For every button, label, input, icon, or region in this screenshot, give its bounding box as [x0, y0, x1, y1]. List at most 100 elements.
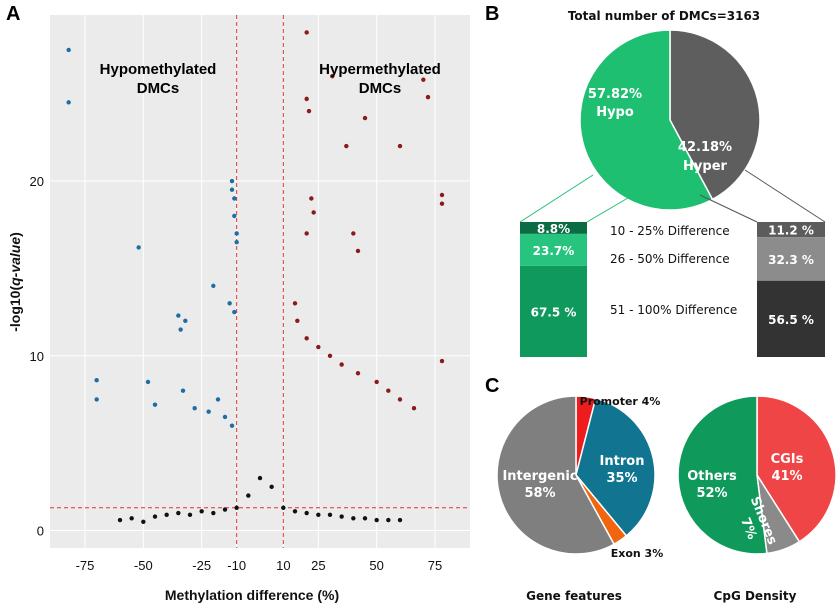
data-point: [351, 231, 356, 236]
data-point: [304, 96, 309, 102]
data-point: [374, 379, 379, 385]
data-point: [234, 239, 239, 245]
data-point: [66, 100, 71, 105]
others-name: Others: [687, 469, 737, 484]
data-point: [222, 507, 228, 512]
data-point: [316, 344, 321, 350]
x-tick-label: -25: [192, 558, 211, 573]
hyper-name: Hyper: [683, 159, 727, 174]
data-point: [344, 143, 349, 149]
data-points: [66, 30, 445, 524]
diff-label-10-25: 10 - 25% Difference: [610, 224, 730, 238]
data-point: [362, 516, 368, 521]
panel-b-title: Total number of DMCs=3163: [568, 9, 760, 23]
stack-segment: [520, 265, 587, 357]
data-point: [178, 327, 183, 332]
data-point: [355, 248, 361, 254]
data-point: [145, 379, 151, 385]
data-point: [304, 510, 309, 516]
data-point: [439, 201, 445, 206]
intergenic-name: Intergenic: [502, 469, 577, 484]
data-point: [222, 414, 228, 420]
data-point: [374, 517, 379, 523]
stack-segment: [757, 237, 825, 281]
data-point: [351, 516, 356, 521]
stack-segment-label: 67.5 %: [531, 305, 577, 319]
stack-segment: [757, 280, 825, 357]
intergenic-percent: 58%: [524, 486, 555, 501]
data-point: [397, 397, 403, 402]
y-axis-title-suffix: ): [7, 232, 23, 237]
threshold-lines: [50, 15, 470, 548]
stack-segment: [757, 222, 825, 238]
gene-features-caption: Gene features: [526, 589, 622, 603]
data-point: [183, 318, 188, 324]
data-point: [316, 512, 321, 517]
data-point: [234, 505, 239, 511]
data-point: [281, 505, 286, 511]
data-point: [257, 475, 263, 481]
connector-hyper-left: [699, 194, 758, 223]
annotation-hyper-line2: DMCs: [359, 80, 402, 97]
data-point: [232, 196, 237, 201]
exon-label: Exon 3%: [611, 547, 664, 560]
panel-label-b: B: [485, 3, 499, 25]
volcano-plot: -75 -50 -25 -10 10 25 50 75 0 10 20 Hypomethylate…: [7, 15, 470, 603]
pie-slice-intergenic: [496, 395, 616, 555]
data-point: [421, 77, 426, 82]
y-axis-title-prefix: -log10(: [7, 286, 23, 332]
x-tick-labels: -75 -50 -25 -10 10 25 50 75: [76, 558, 443, 573]
stack-segment-label: 23.7%: [533, 244, 575, 258]
data-point: [206, 409, 211, 414]
pie-slice-others: [677, 395, 768, 555]
connector-hyper-right: [744, 169, 826, 223]
data-point: [229, 178, 235, 184]
data-point: [152, 402, 158, 407]
stack-segment: [520, 222, 587, 234]
pie-slice-hyper: [669, 29, 761, 201]
cpg-density-caption: CpG Density: [714, 589, 797, 603]
data-point: [327, 512, 333, 517]
data-point: [339, 362, 344, 367]
data-point: [269, 484, 274, 490]
data-point: [136, 245, 141, 250]
data-point: [397, 143, 403, 149]
x-tick-label: -10: [227, 558, 246, 573]
x-tick-label: 75: [428, 558, 442, 573]
pie-slice-hypo: [579, 29, 714, 211]
data-point: [129, 516, 134, 521]
data-point: [425, 94, 431, 100]
data-point: [180, 388, 186, 393]
y-axis-title: -log10(q-value): [7, 232, 23, 332]
data-point: [94, 397, 99, 402]
intron-percent: 35%: [606, 471, 637, 486]
stack-segment-label: 56.5 %: [768, 313, 814, 327]
data-point: [339, 514, 344, 519]
data-point: [246, 493, 251, 498]
data-point: [66, 47, 71, 53]
plot-background: [50, 15, 470, 548]
data-point: [141, 519, 146, 524]
data-point: [362, 115, 368, 121]
promoter-label: Promoter 4%: [580, 395, 661, 408]
data-point: [304, 231, 309, 236]
data-point: [215, 397, 221, 402]
data-point: [211, 283, 216, 289]
cgis-name: CGIs: [771, 452, 804, 467]
stack-segment-label: 11.2 %: [768, 224, 814, 238]
y-tick-label: 20: [30, 174, 44, 189]
data-point: [187, 512, 193, 517]
cgis-percent: 41%: [771, 469, 802, 484]
data-point: [292, 301, 298, 306]
panel-label-c: C: [485, 375, 499, 397]
connector-hypo-left: [519, 174, 594, 223]
hypo-stacked-bar: 8.8% 23.7% 67.5 %: [520, 222, 587, 357]
data-point: [304, 336, 309, 341]
y-tick-label: 10: [30, 349, 44, 364]
data-point: [386, 388, 391, 393]
data-point: [232, 309, 237, 315]
data-point: [192, 405, 197, 411]
data-point: [330, 73, 335, 79]
